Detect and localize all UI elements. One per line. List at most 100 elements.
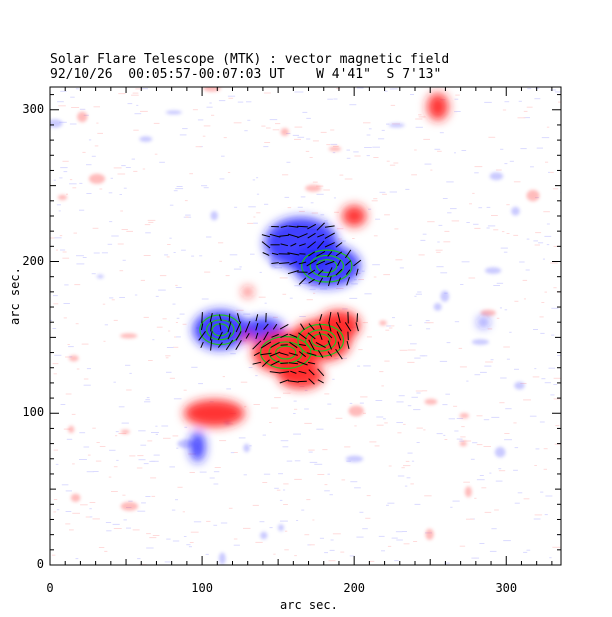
field-vector — [270, 360, 280, 366]
field-vector — [324, 242, 335, 248]
field-vector — [298, 277, 307, 285]
field-vector — [200, 341, 204, 349]
chart-subtitle: 92/10/26 00:05:57-00:07:03 UT W 4'41" S … — [50, 67, 442, 82]
x-tick-label: 0 — [46, 581, 54, 595]
field-vector — [280, 344, 288, 346]
contour-3-2 — [310, 333, 331, 348]
field-vector — [269, 351, 281, 357]
field-vector — [317, 368, 325, 377]
field-vector — [201, 312, 203, 324]
x-tick-label: 100 — [191, 581, 213, 595]
field-vector — [307, 269, 316, 275]
field-vector — [289, 341, 298, 349]
field-vector — [287, 380, 299, 383]
field-vector — [337, 259, 341, 267]
y-tick-label: 200 — [22, 253, 45, 268]
field-vector — [307, 232, 316, 239]
field-vector — [306, 352, 317, 356]
field-vector — [346, 340, 350, 350]
field-vector — [324, 232, 335, 239]
field-vector — [344, 322, 352, 332]
field-vector — [308, 339, 315, 351]
field-vector — [217, 342, 223, 348]
y-tick-label: 100 — [22, 405, 45, 420]
field-vector — [299, 343, 306, 346]
field-vector — [328, 321, 332, 332]
y-axis-label: arc sec. — [8, 267, 22, 325]
field-vector — [307, 332, 316, 340]
field-vector — [261, 241, 271, 249]
field-vector — [307, 361, 316, 365]
field-vector — [335, 348, 343, 360]
field-vector — [255, 332, 259, 340]
field-vector — [336, 331, 342, 341]
plot-area — [50, 87, 561, 565]
field-vector — [324, 225, 335, 228]
field-vector — [288, 225, 299, 228]
field-vector — [288, 362, 299, 365]
field-vector — [328, 311, 332, 324]
field-vector — [225, 339, 234, 351]
field-vector — [227, 321, 232, 333]
field-vector — [270, 342, 280, 348]
field-vector — [315, 341, 326, 349]
field-vector — [217, 331, 223, 341]
field-vector — [308, 378, 315, 385]
x-tick-label: 200 — [343, 581, 366, 595]
field-vector — [337, 312, 341, 324]
field-vector — [209, 312, 213, 323]
field-vector — [269, 371, 281, 374]
contour-3-1 — [304, 329, 337, 352]
field-vector — [300, 323, 305, 331]
field-vector — [317, 233, 325, 238]
field-vector — [269, 233, 281, 238]
field-vector — [287, 270, 299, 275]
field-vector — [327, 251, 333, 257]
field-vector — [317, 379, 324, 384]
field-vector — [297, 225, 308, 228]
field-vector — [307, 241, 317, 249]
field-vector — [235, 331, 242, 341]
field-contours — [199, 249, 353, 370]
field-vector — [298, 351, 307, 358]
contour-0-2 — [316, 259, 338, 274]
field-vector — [279, 371, 290, 374]
x-axis-label: arc sec. — [280, 598, 338, 612]
field-vector — [290, 243, 297, 247]
field-vector — [308, 369, 315, 376]
field-vector — [244, 321, 251, 333]
field-vector — [318, 331, 323, 340]
field-vector — [255, 322, 259, 331]
field-vector — [325, 260, 335, 266]
field-vector — [337, 341, 341, 349]
positive-region-6 — [342, 205, 367, 227]
field-vector — [287, 252, 300, 256]
field-vector — [356, 313, 358, 323]
field-vector — [335, 251, 343, 257]
field-vector — [253, 352, 260, 357]
contour-0-0 — [301, 249, 353, 283]
field-vector — [287, 233, 299, 238]
field-vector — [297, 233, 308, 239]
contour-3-0 — [297, 323, 345, 357]
axis-ticks — [49, 87, 561, 566]
field-vector — [355, 322, 359, 332]
field-vector — [271, 262, 279, 264]
field-vector — [271, 252, 279, 256]
field-vector — [198, 331, 206, 341]
field-vector — [337, 277, 341, 286]
field-vector — [219, 323, 222, 331]
field-vector — [260, 341, 272, 349]
field-vector — [237, 313, 241, 323]
field-vector — [298, 261, 307, 265]
field-vector — [355, 268, 359, 276]
field-vector — [319, 323, 323, 331]
field-vector — [346, 276, 350, 286]
contour-2-2 — [275, 345, 297, 360]
field-vector — [261, 234, 271, 238]
field-vector — [279, 352, 289, 356]
field-vector — [327, 351, 333, 357]
field-vector — [235, 339, 242, 351]
field-vector — [316, 222, 325, 231]
